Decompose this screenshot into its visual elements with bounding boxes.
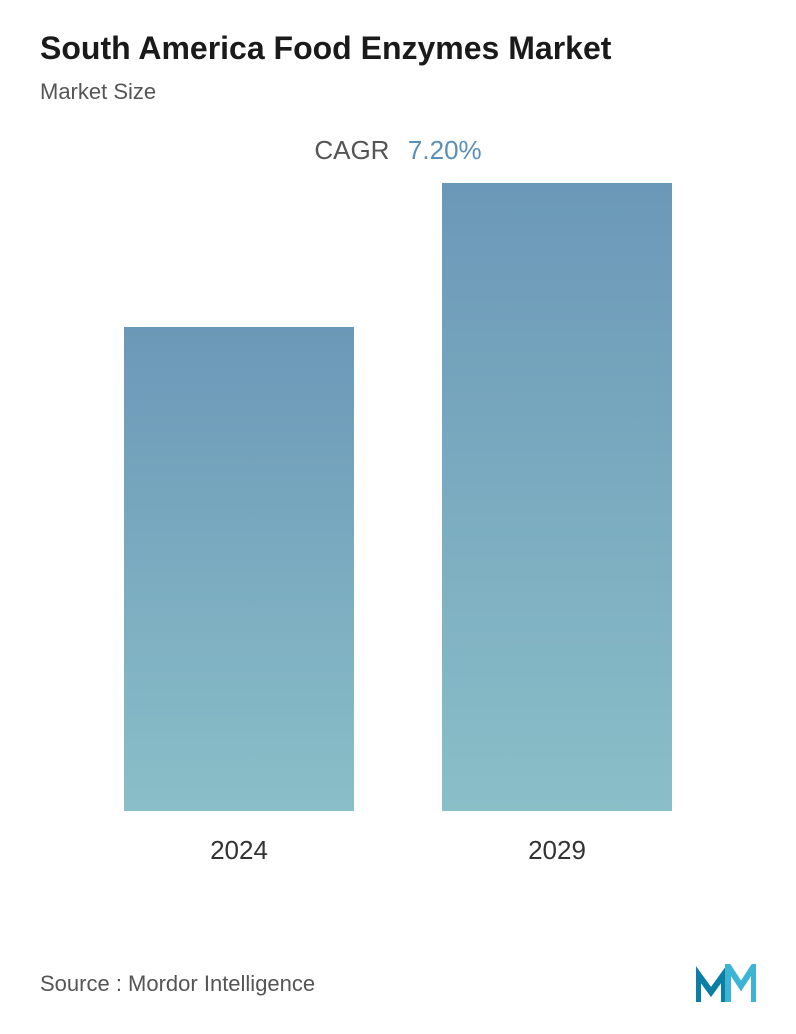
- bar-group-1: 2029: [442, 183, 672, 866]
- bar-group-0: 2024: [124, 327, 354, 866]
- bar-label-0: 2024: [210, 835, 268, 866]
- source-text: Source : Mordor Intelligence: [40, 971, 315, 997]
- bar-1: [442, 183, 672, 811]
- cagr-value: 7.20%: [408, 135, 482, 166]
- mordor-logo-icon: [696, 964, 756, 1004]
- bar-0: [124, 327, 354, 811]
- chart-title: South America Food Enzymes Market: [40, 30, 756, 67]
- chart-subtitle: Market Size: [40, 79, 756, 105]
- chart-area: 2024 2029: [40, 226, 756, 866]
- bar-label-1: 2029: [528, 835, 586, 866]
- cagr-row: CAGR 7.20%: [40, 135, 756, 166]
- footer: Source : Mordor Intelligence: [40, 964, 756, 1004]
- cagr-label: CAGR: [314, 135, 389, 166]
